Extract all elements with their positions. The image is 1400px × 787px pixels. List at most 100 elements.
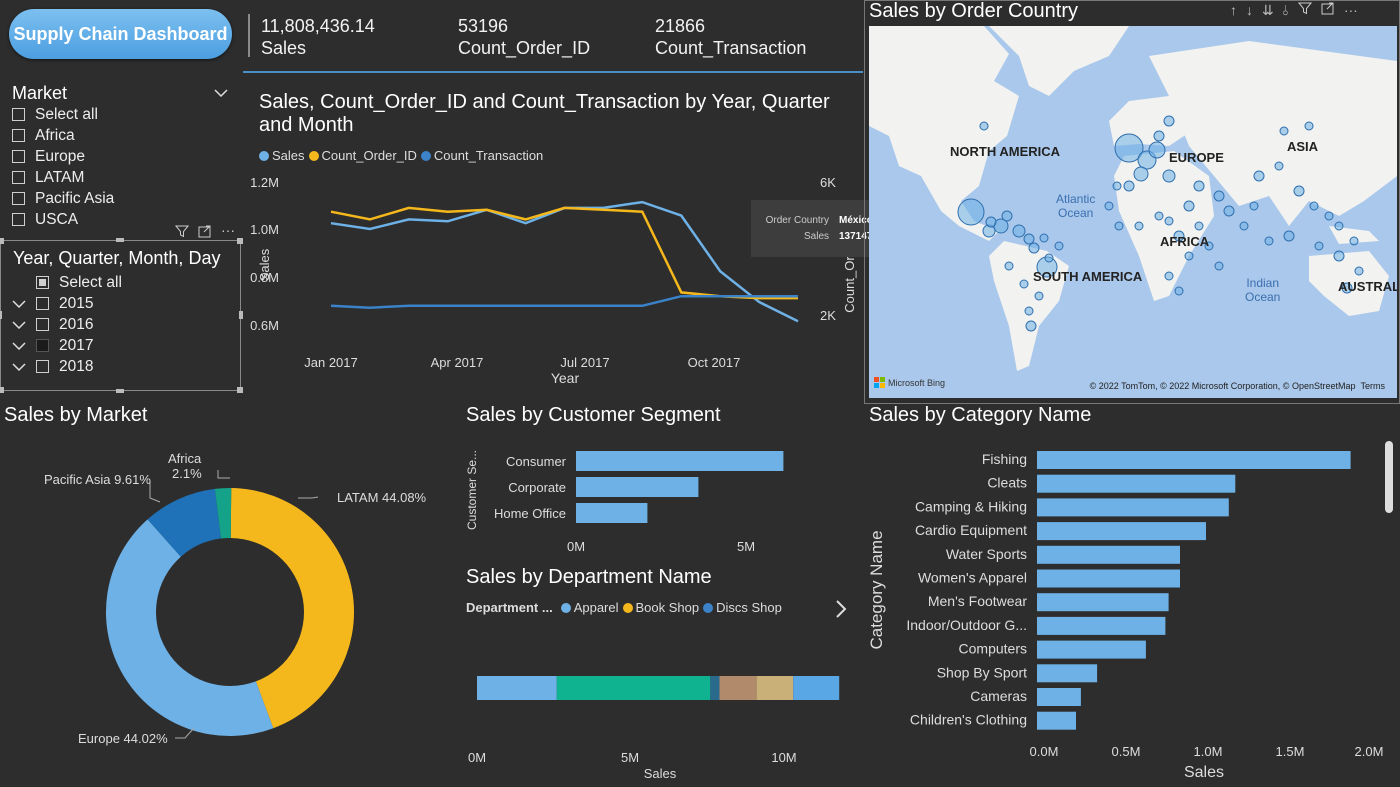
checkbox[interactable]: [12, 192, 25, 205]
legend-item-transaction-count[interactable]: Count_Transaction: [420, 148, 543, 163]
resize-handle[interactable]: [0, 238, 4, 244]
legend-item-sales[interactable]: Sales: [259, 148, 305, 163]
country-bubble: [1279, 126, 1289, 136]
map-bubbles[interactable]: [869, 26, 1397, 398]
world-map[interactable]: NORTH AMERICA EUROPE ASIA AFRICA SOUTH A…: [869, 26, 1397, 398]
department-chart[interactable]: 0M 5M 10M Sales: [460, 670, 860, 785]
terms-link[interactable]: Terms: [1360, 381, 1386, 391]
kpi-sales: 11,808,436.14 Sales: [261, 15, 375, 59]
country-bubble: [1283, 230, 1295, 242]
resize-handle[interactable]: [116, 238, 124, 242]
country-bubble: [957, 198, 985, 226]
donut-chart[interactable]: LATAM 44.08% Africa 2.1% Pacific Asia 9.…: [0, 440, 460, 785]
date-option-2017[interactable]: 2017: [12, 335, 232, 356]
country-bubble: [1114, 221, 1124, 231]
category-label: Men's Footwear: [928, 593, 1027, 609]
map-copyright: © 2022 TomTom, © 2022 Microsoft Corporat…: [1089, 381, 1386, 391]
line-chart-title: Sales, Count_Order_ID and Count_Transact…: [259, 91, 830, 136]
drill-up-icon[interactable]: ↑: [1230, 2, 1237, 18]
country-bubble: [1249, 201, 1259, 211]
resize-handle[interactable]: [239, 311, 243, 319]
country-bubble: [1163, 115, 1175, 127]
x-tick: 0M: [468, 750, 486, 765]
country-bubble: [1274, 161, 1284, 171]
resize-handle[interactable]: [0, 311, 2, 319]
category-label: Cleats: [987, 475, 1027, 491]
legend-item-order-count[interactable]: Count_Order_ID: [308, 148, 417, 163]
date-option-2018[interactable]: 2018: [12, 356, 232, 377]
checkbox[interactable]: [36, 276, 49, 289]
resize-handle[interactable]: [237, 238, 243, 244]
checkbox[interactable]: [12, 171, 25, 184]
category-label: Computers: [959, 641, 1027, 657]
category-label: Corporate: [508, 480, 566, 495]
slice-label-latam: LATAM 44.08%: [337, 490, 427, 505]
market-option-europe[interactable]: Europe: [12, 146, 232, 167]
scrollbar[interactable]: [1385, 441, 1393, 513]
category-bar: [1037, 569, 1180, 588]
expand-all-icon[interactable]: ⇊: [1262, 2, 1274, 18]
segment-chart[interactable]: Customer Se... Consumer Corporate Home O…: [460, 440, 860, 560]
country-bubble: [1112, 181, 1122, 191]
focus-mode-icon[interactable]: [198, 225, 212, 243]
focus-mode-icon[interactable]: [1321, 2, 1335, 19]
checkbox[interactable]: [36, 297, 49, 310]
chevron-down-icon[interactable]: [214, 84, 228, 102]
category-bar: [1037, 522, 1206, 541]
date-option-2015[interactable]: 2015: [12, 293, 232, 314]
country-bubble: [1214, 261, 1224, 271]
checkbox[interactable]: [36, 360, 49, 373]
country-bubble: [1293, 185, 1305, 197]
map-label-australia: AUSTRALI: [1338, 279, 1397, 294]
bing-logo: Microsoft Bing: [874, 377, 945, 388]
category-bar: [1037, 545, 1180, 564]
y-tick: 0.8M: [250, 270, 279, 285]
drill-down-icon[interactable]: ↓: [1246, 2, 1253, 18]
line-chart[interactable]: 1.2M 1.0M 0.8M 0.6M 6K 2K Jan 2017 Apr 2…: [250, 165, 870, 390]
category-bar: [1037, 593, 1169, 612]
more-options-icon[interactable]: ···: [1343, 2, 1358, 18]
market-option-pacific-asia[interactable]: Pacific Asia: [12, 188, 232, 209]
department-legend: Department ... Apparel Book Shop Discs S…: [466, 600, 782, 615]
filter-icon[interactable]: [1297, 2, 1312, 19]
market-option-africa[interactable]: Africa: [12, 125, 232, 146]
resize-handle[interactable]: [0, 387, 4, 393]
checkbox[interactable]: [36, 339, 49, 352]
market-option-usca[interactable]: USCA: [12, 209, 232, 230]
x-axis-label: Year: [551, 370, 580, 386]
resize-handle[interactable]: [237, 387, 243, 393]
date-option-2016[interactable]: 2016: [12, 314, 232, 335]
checkbox[interactable]: [12, 108, 25, 121]
checkbox[interactable]: [12, 129, 25, 142]
expand-hierarchy-icon[interactable]: ⫰: [1282, 2, 1289, 18]
country-bubble: [1204, 241, 1214, 251]
slice-label-africa: Africa: [168, 451, 202, 466]
checkbox[interactable]: [36, 318, 49, 331]
country-bubble: [1162, 169, 1176, 183]
legend-item-apparel[interactable]: Apparel: [560, 600, 619, 615]
legend-item-discs-shop[interactable]: Discs Shop: [703, 600, 782, 615]
category-chart[interactable]: Category Name Fishing Cleats Camping & Hik…: [864, 440, 1384, 785]
dashboard-title-button[interactable]: Supply Chain Dashboard: [9, 9, 232, 59]
chevron-down-icon[interactable]: [12, 317, 28, 332]
category-bar: [1037, 688, 1081, 706]
department-segment: [719, 676, 757, 700]
date-option-select-all[interactable]: Select all: [12, 272, 232, 293]
series-line-sales: [330, 200, 799, 323]
filter-icon[interactable]: [174, 225, 190, 243]
checkbox[interactable]: [12, 150, 25, 163]
resize-handle[interactable]: [116, 389, 124, 393]
market-option-latam[interactable]: LATAM: [12, 167, 232, 188]
legend-next-icon[interactable]: [835, 600, 847, 623]
chevron-down-icon[interactable]: [12, 359, 28, 374]
market-option-select-all[interactable]: Select all: [12, 104, 232, 125]
legend-item-book-shop[interactable]: Book Shop: [622, 600, 699, 615]
country-bubble: [1123, 180, 1135, 192]
country-bubble: [1223, 205, 1235, 217]
checkbox[interactable]: [12, 213, 25, 226]
country-bubble: [1134, 221, 1144, 231]
chevron-down-icon[interactable]: [12, 296, 28, 311]
kpi-separator: [248, 14, 250, 57]
more-options-icon[interactable]: ···: [221, 222, 235, 238]
chevron-down-icon[interactable]: [12, 338, 28, 353]
